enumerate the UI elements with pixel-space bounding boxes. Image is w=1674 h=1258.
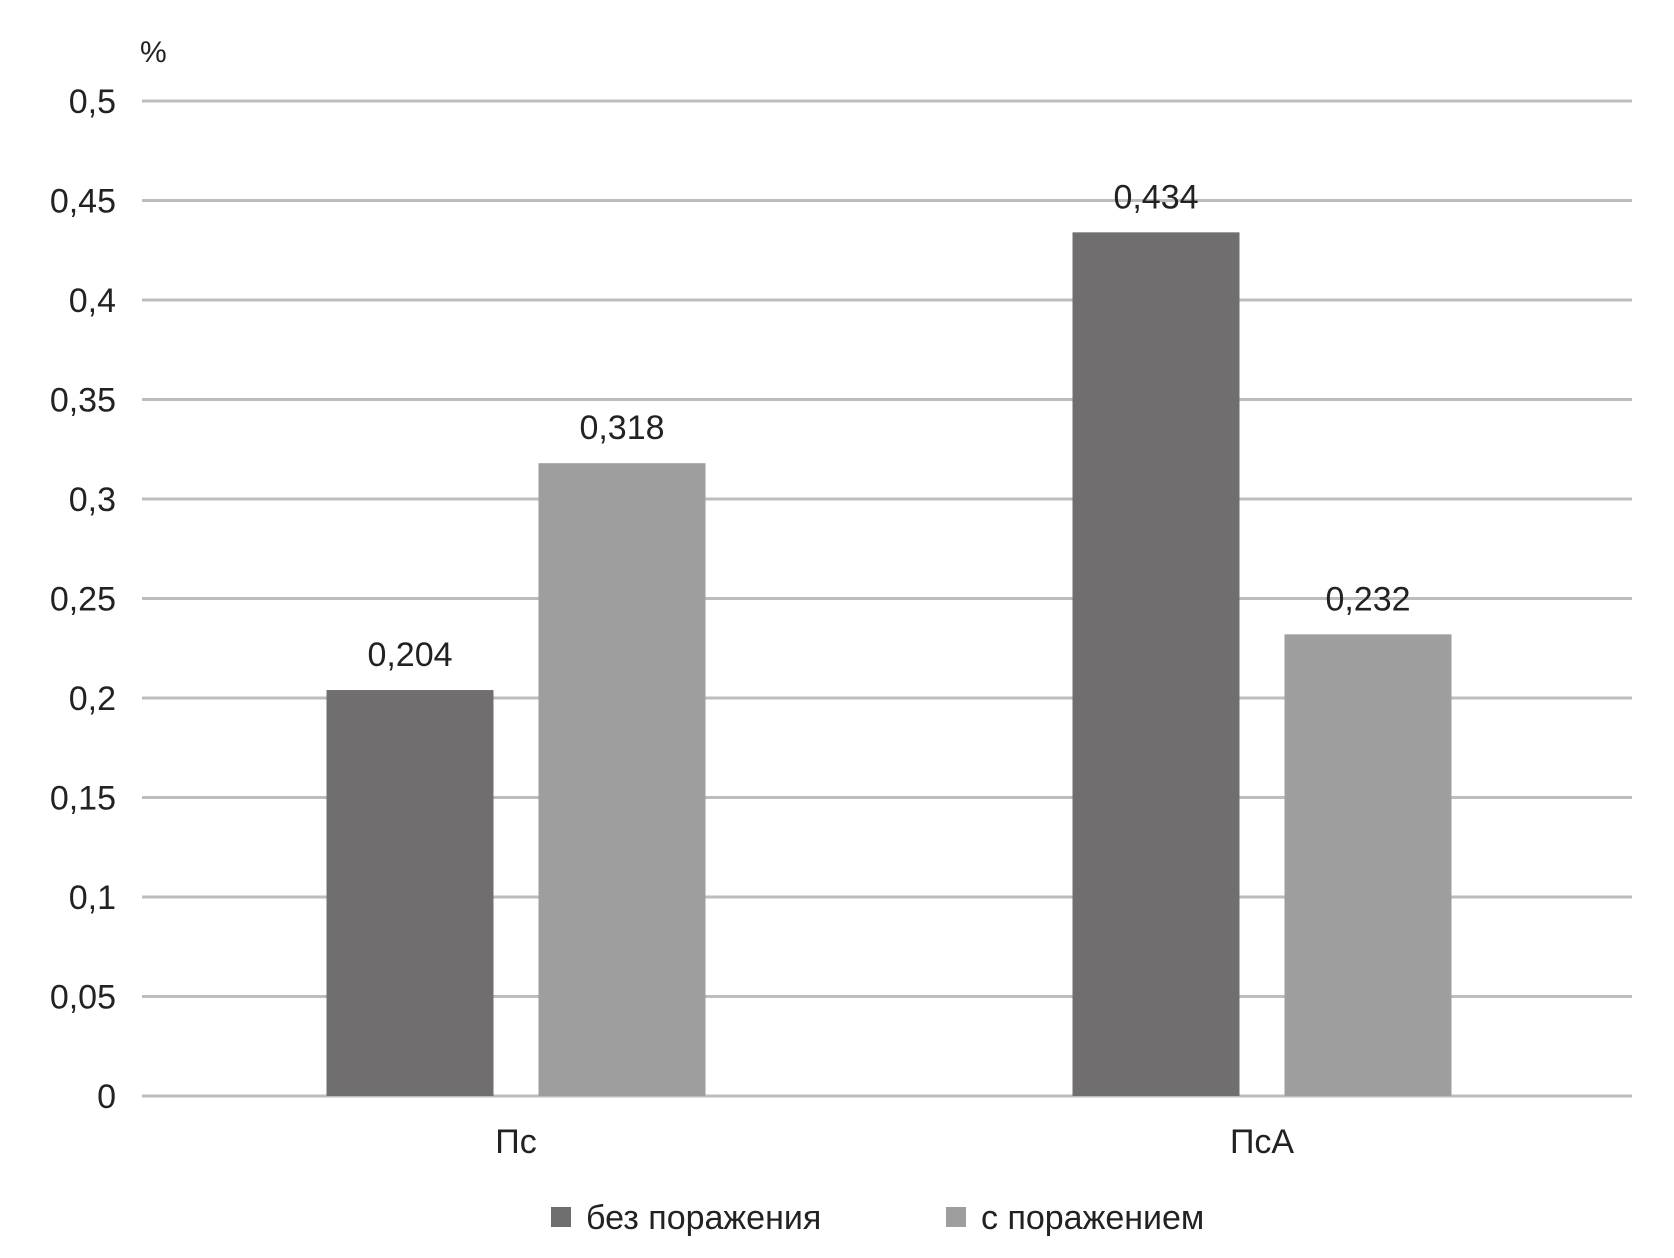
legend: без поражения с поражением (551, 1199, 1204, 1237)
y-tick-label: 0,35 (50, 382, 116, 420)
bar (1284, 634, 1452, 1096)
x-axis-ticks: Пс ПсА (495, 1123, 1294, 1161)
y-axis-ticks: 0 0,05 0,1 0,15 0,2 0,25 0,3 0,35 0,4 0,45 0,5 (50, 83, 116, 1116)
bar-value-label: 0,318 (579, 409, 664, 447)
legend-swatch (551, 1207, 571, 1227)
legend-item: без поражения (551, 1199, 821, 1237)
y-tick-label: 0,5 (69, 83, 116, 121)
bar-value-label: 0,204 (367, 636, 452, 674)
y-tick-label: 0,4 (69, 282, 116, 320)
legend-swatch (946, 1207, 966, 1227)
y-tick-label: 0,2 (69, 680, 116, 718)
bar (1072, 232, 1240, 1097)
y-axis-unit-label: % (140, 36, 167, 69)
legend-item: с поражением (946, 1199, 1204, 1237)
y-tick-label: 0,15 (50, 780, 116, 818)
bar (538, 463, 706, 1096)
y-tick-label: 0,3 (69, 481, 116, 519)
x-tick-label: Пс (495, 1123, 536, 1161)
data-labels: 0,204 0,434 0,318 0,232 (367, 178, 1410, 674)
bar-value-label: 0,232 (1325, 580, 1410, 618)
y-tick-label: 0,1 (69, 879, 116, 917)
legend-label: с поражением (981, 1199, 1204, 1237)
y-tick-label: 0,05 (50, 979, 116, 1017)
y-tick-label: 0 (97, 1078, 116, 1116)
legend-label: без поражения (586, 1199, 821, 1237)
x-tick-label: ПсА (1230, 1123, 1294, 1161)
y-tick-label: 0,25 (50, 581, 116, 619)
y-tick-label: 0,45 (50, 183, 116, 221)
bars (326, 232, 1452, 1097)
bar (326, 690, 494, 1096)
bar-value-label: 0,434 (1113, 178, 1198, 216)
